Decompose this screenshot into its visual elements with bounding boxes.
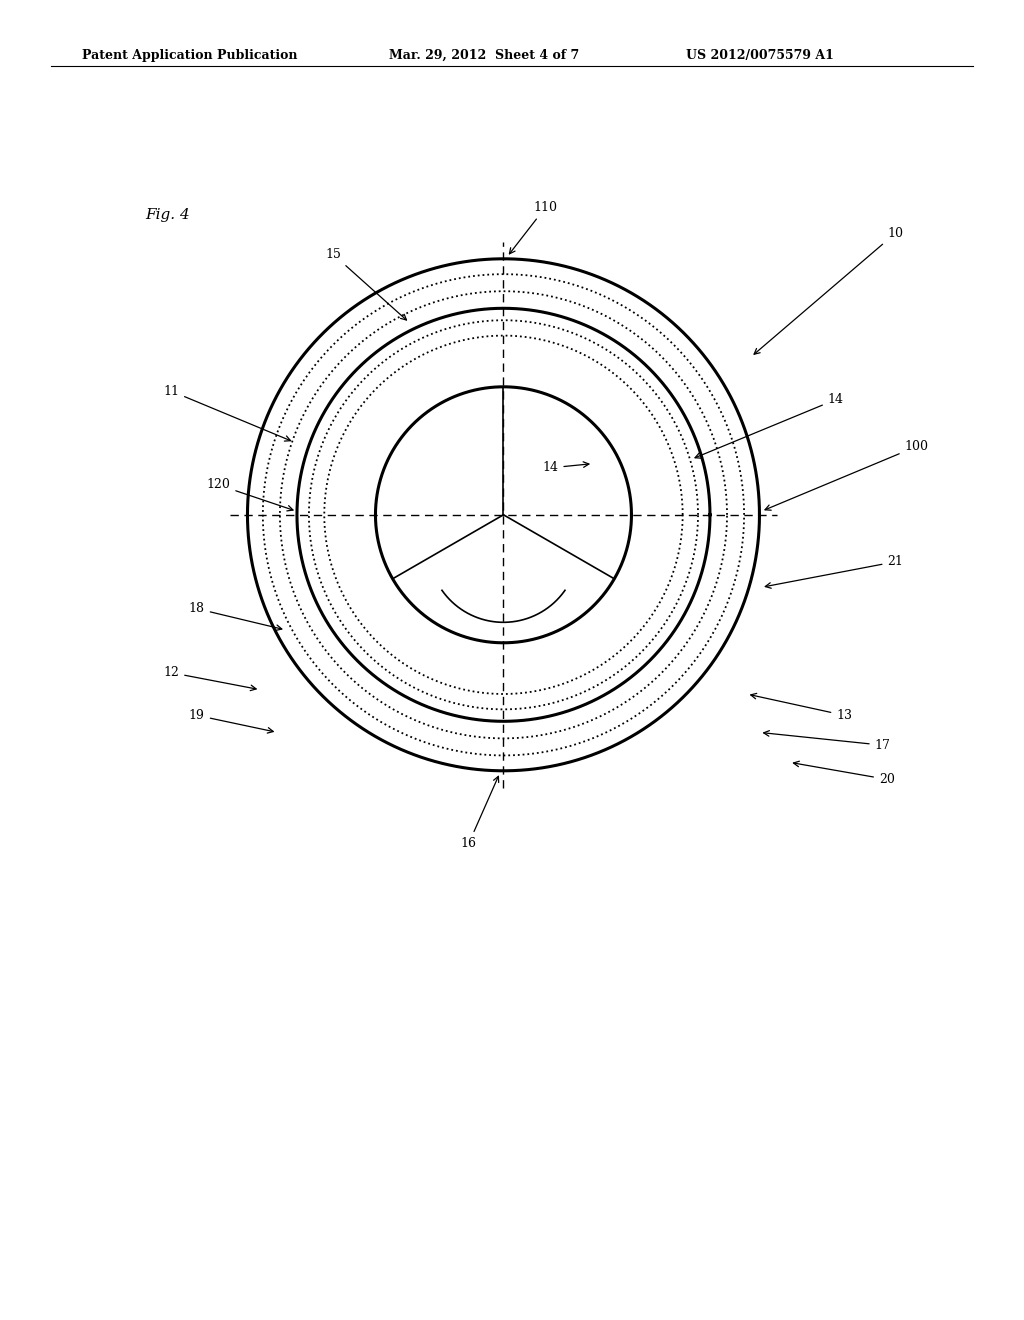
Text: 16: 16	[461, 776, 499, 850]
Text: 15: 15	[326, 248, 407, 319]
Text: 13: 13	[751, 693, 852, 722]
Text: 110: 110	[510, 201, 557, 253]
Text: 11: 11	[163, 384, 291, 441]
Text: 21: 21	[765, 556, 903, 589]
Text: Mar. 29, 2012  Sheet 4 of 7: Mar. 29, 2012 Sheet 4 of 7	[389, 49, 580, 62]
Text: 10: 10	[754, 227, 903, 354]
Text: 17: 17	[764, 731, 891, 751]
Text: 19: 19	[188, 709, 273, 733]
Text: 14: 14	[695, 393, 844, 458]
Text: Fig. 4: Fig. 4	[145, 207, 189, 222]
Text: 14: 14	[543, 462, 589, 474]
Text: 12: 12	[163, 667, 256, 690]
Text: 120: 120	[207, 478, 293, 511]
Text: Patent Application Publication: Patent Application Publication	[82, 49, 297, 62]
Text: 20: 20	[794, 762, 895, 785]
Text: 18: 18	[188, 602, 282, 631]
Text: US 2012/0075579 A1: US 2012/0075579 A1	[686, 49, 834, 62]
Text: 100: 100	[765, 440, 929, 511]
